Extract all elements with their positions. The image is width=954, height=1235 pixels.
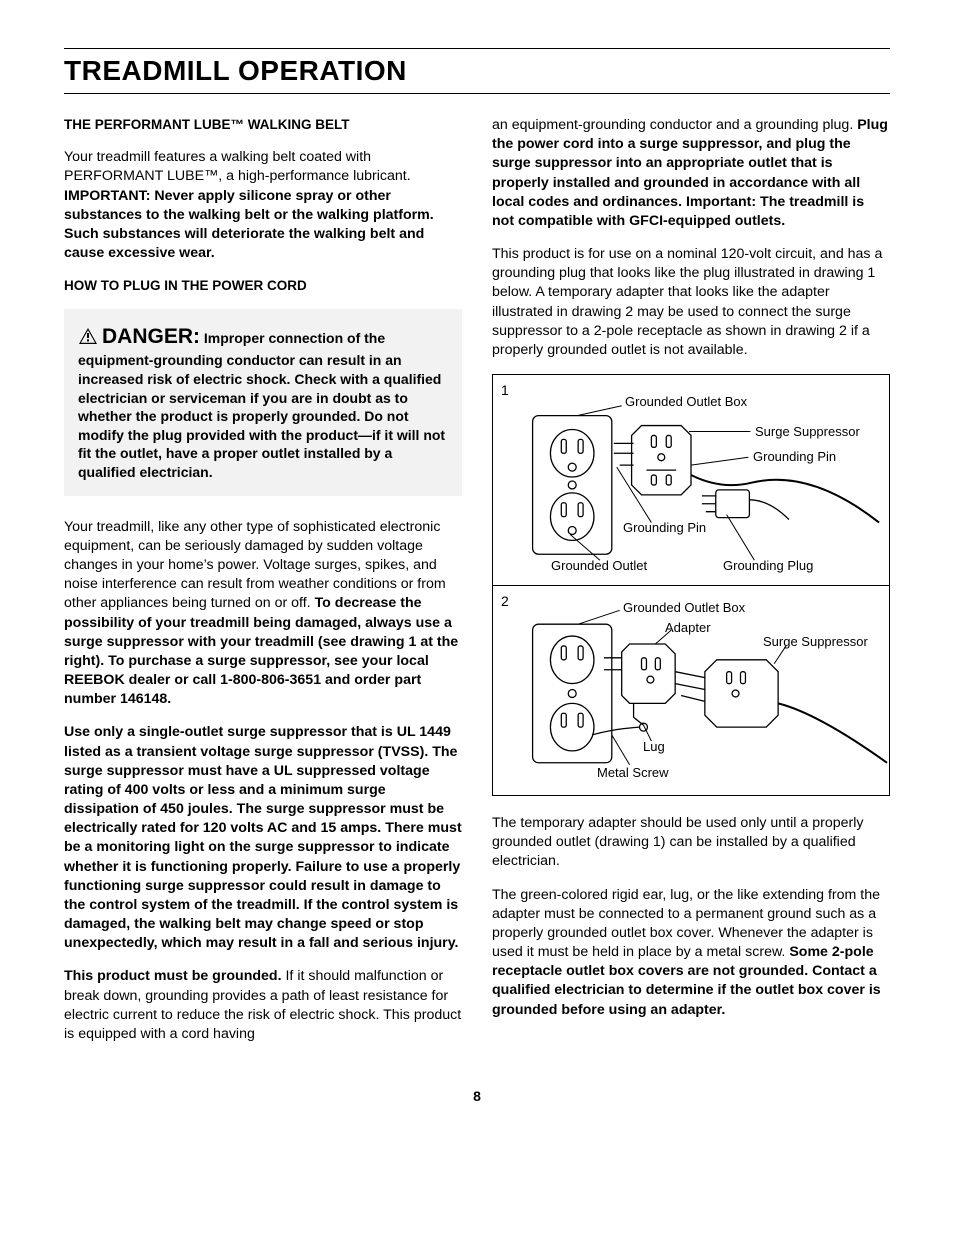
label-outlet-box: Grounded Outlet Box	[625, 393, 747, 411]
label-surge-suppressor-2: Surge Suppressor	[763, 633, 868, 651]
panel-number: 1	[501, 381, 509, 400]
paragraph: Your treadmill features a walking belt c…	[64, 148, 462, 263]
label-metal-screw: Metal Screw	[597, 764, 669, 782]
label-grounding-plug: Grounding Plug	[723, 557, 813, 575]
diagram-panel-1: 1	[493, 375, 889, 585]
right-column: an equipment-grounding conductor and a g…	[492, 116, 890, 1058]
label-grounded-outlet: Grounded Outlet	[551, 557, 647, 575]
text-bold: This product must be grounded.	[64, 968, 282, 984]
two-column-layout: THE PERFORMANT LUBE™ WALKING BELT Your t…	[64, 116, 890, 1058]
label-grounding-pin: Grounding Pin	[753, 448, 836, 466]
diagram-panel-2: 2	[493, 585, 889, 795]
text-bold: Plug the power cord into a surge suppres…	[492, 117, 888, 229]
paragraph: an equipment-grounding conductor and a g…	[492, 116, 890, 231]
text: Your treadmill features a walking belt c…	[64, 149, 411, 184]
section-heading-belt: THE PERFORMANT LUBE™ WALKING BELT	[64, 116, 462, 134]
paragraph: The temporary adapter should be used onl…	[492, 814, 890, 872]
paragraph: This product is for use on a nominal 120…	[492, 245, 890, 360]
label-outlet-box-2: Grounded Outlet Box	[623, 599, 745, 617]
danger-body: Improper connection of the equipment-gro…	[78, 330, 445, 480]
top-rule	[64, 48, 890, 49]
page-number: 8	[64, 1088, 890, 1104]
warning-icon	[78, 327, 98, 350]
panel-number: 2	[501, 592, 509, 611]
paragraph-bold: Use only a single-outlet surge suppresso…	[64, 723, 462, 953]
text-bold: To decrease the possibility of your trea…	[64, 595, 458, 707]
label-adapter: Adapter	[665, 619, 711, 637]
danger-label: DANGER:	[102, 325, 200, 348]
paragraph: Your treadmill, like any other type of s…	[64, 518, 462, 710]
label-surge-suppressor: Surge Suppressor	[755, 423, 860, 441]
paragraph: The green-colored rigid ear, lug, or the…	[492, 886, 890, 1020]
diagram-2-svg	[493, 586, 889, 795]
text: an equipment-grounding conductor and a g…	[492, 117, 857, 133]
plug-diagram: 1	[492, 374, 890, 796]
danger-callout: DANGER: Improper connection of the equip…	[64, 309, 462, 495]
left-column: THE PERFORMANT LUBE™ WALKING BELT Your t…	[64, 116, 462, 1058]
paragraph: This product must be grounded. If it sho…	[64, 967, 462, 1044]
label-grounding-pin-2: Grounding Pin	[623, 519, 706, 537]
label-lug: Lug	[643, 738, 665, 756]
text-bold: IMPORTANT: Never apply silicone spray or…	[64, 188, 434, 262]
section-heading-powercord: HOW TO PLUG IN THE POWER CORD	[64, 277, 462, 295]
page-title: TREADMILL OPERATION	[64, 51, 890, 94]
